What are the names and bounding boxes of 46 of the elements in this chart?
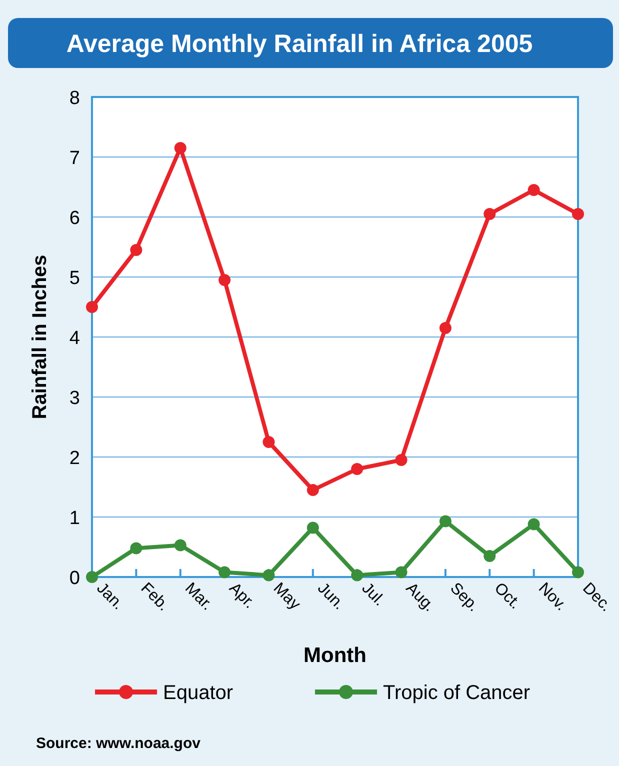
x-tick-label: Jul.: [358, 580, 388, 610]
x-axis-title: Month: [304, 644, 366, 667]
point: [174, 142, 186, 154]
point: [395, 566, 408, 578]
point: [351, 569, 364, 582]
x-tick-label: Jan.: [93, 580, 127, 614]
point: [572, 208, 584, 220]
source-note: Source: www.noaa.gov: [36, 735, 202, 752]
point: [262, 436, 275, 448]
y-tick-label: 0: [69, 568, 80, 589]
point: [218, 274, 231, 286]
point: [218, 566, 231, 578]
x-tick-label: Jun.: [314, 580, 348, 614]
point: [130, 244, 142, 256]
point: [439, 515, 452, 528]
point: [484, 208, 496, 220]
legend-label: Equator: [163, 682, 234, 704]
legend-label: Tropic of Cancer: [383, 682, 530, 704]
x-tick-label: Aug.: [402, 580, 438, 616]
x-tick-label: Apr.: [226, 580, 258, 612]
point: [86, 571, 98, 583]
point: [351, 463, 364, 475]
x-tick-label: Oct.: [490, 580, 524, 613]
point: [572, 566, 584, 578]
point: [439, 322, 452, 334]
point: [174, 539, 186, 552]
point: [306, 484, 319, 496]
point: [528, 518, 540, 530]
x-tick-label: May: [270, 580, 304, 614]
point: [306, 522, 319, 534]
y-tick-label: 8: [69, 88, 80, 109]
y-tick-label: 7: [69, 148, 80, 169]
point: [484, 550, 496, 562]
y-axis-title: Rainfall in Inches: [29, 254, 51, 420]
y-tick-label: 2: [69, 448, 80, 469]
point: [86, 301, 98, 313]
y-tick-label: 5: [69, 268, 80, 289]
point: [528, 184, 540, 196]
point: [262, 569, 275, 582]
y-tick-label: 4: [69, 328, 80, 349]
y-tick-label: 1: [69, 508, 80, 529]
y-tick-label: 6: [69, 208, 80, 229]
chart-title: Average Monthly Rainfall in Africa 2005: [66, 30, 533, 58]
point: [395, 454, 408, 466]
point: [130, 542, 142, 554]
y-tick-label: 3: [69, 388, 80, 409]
